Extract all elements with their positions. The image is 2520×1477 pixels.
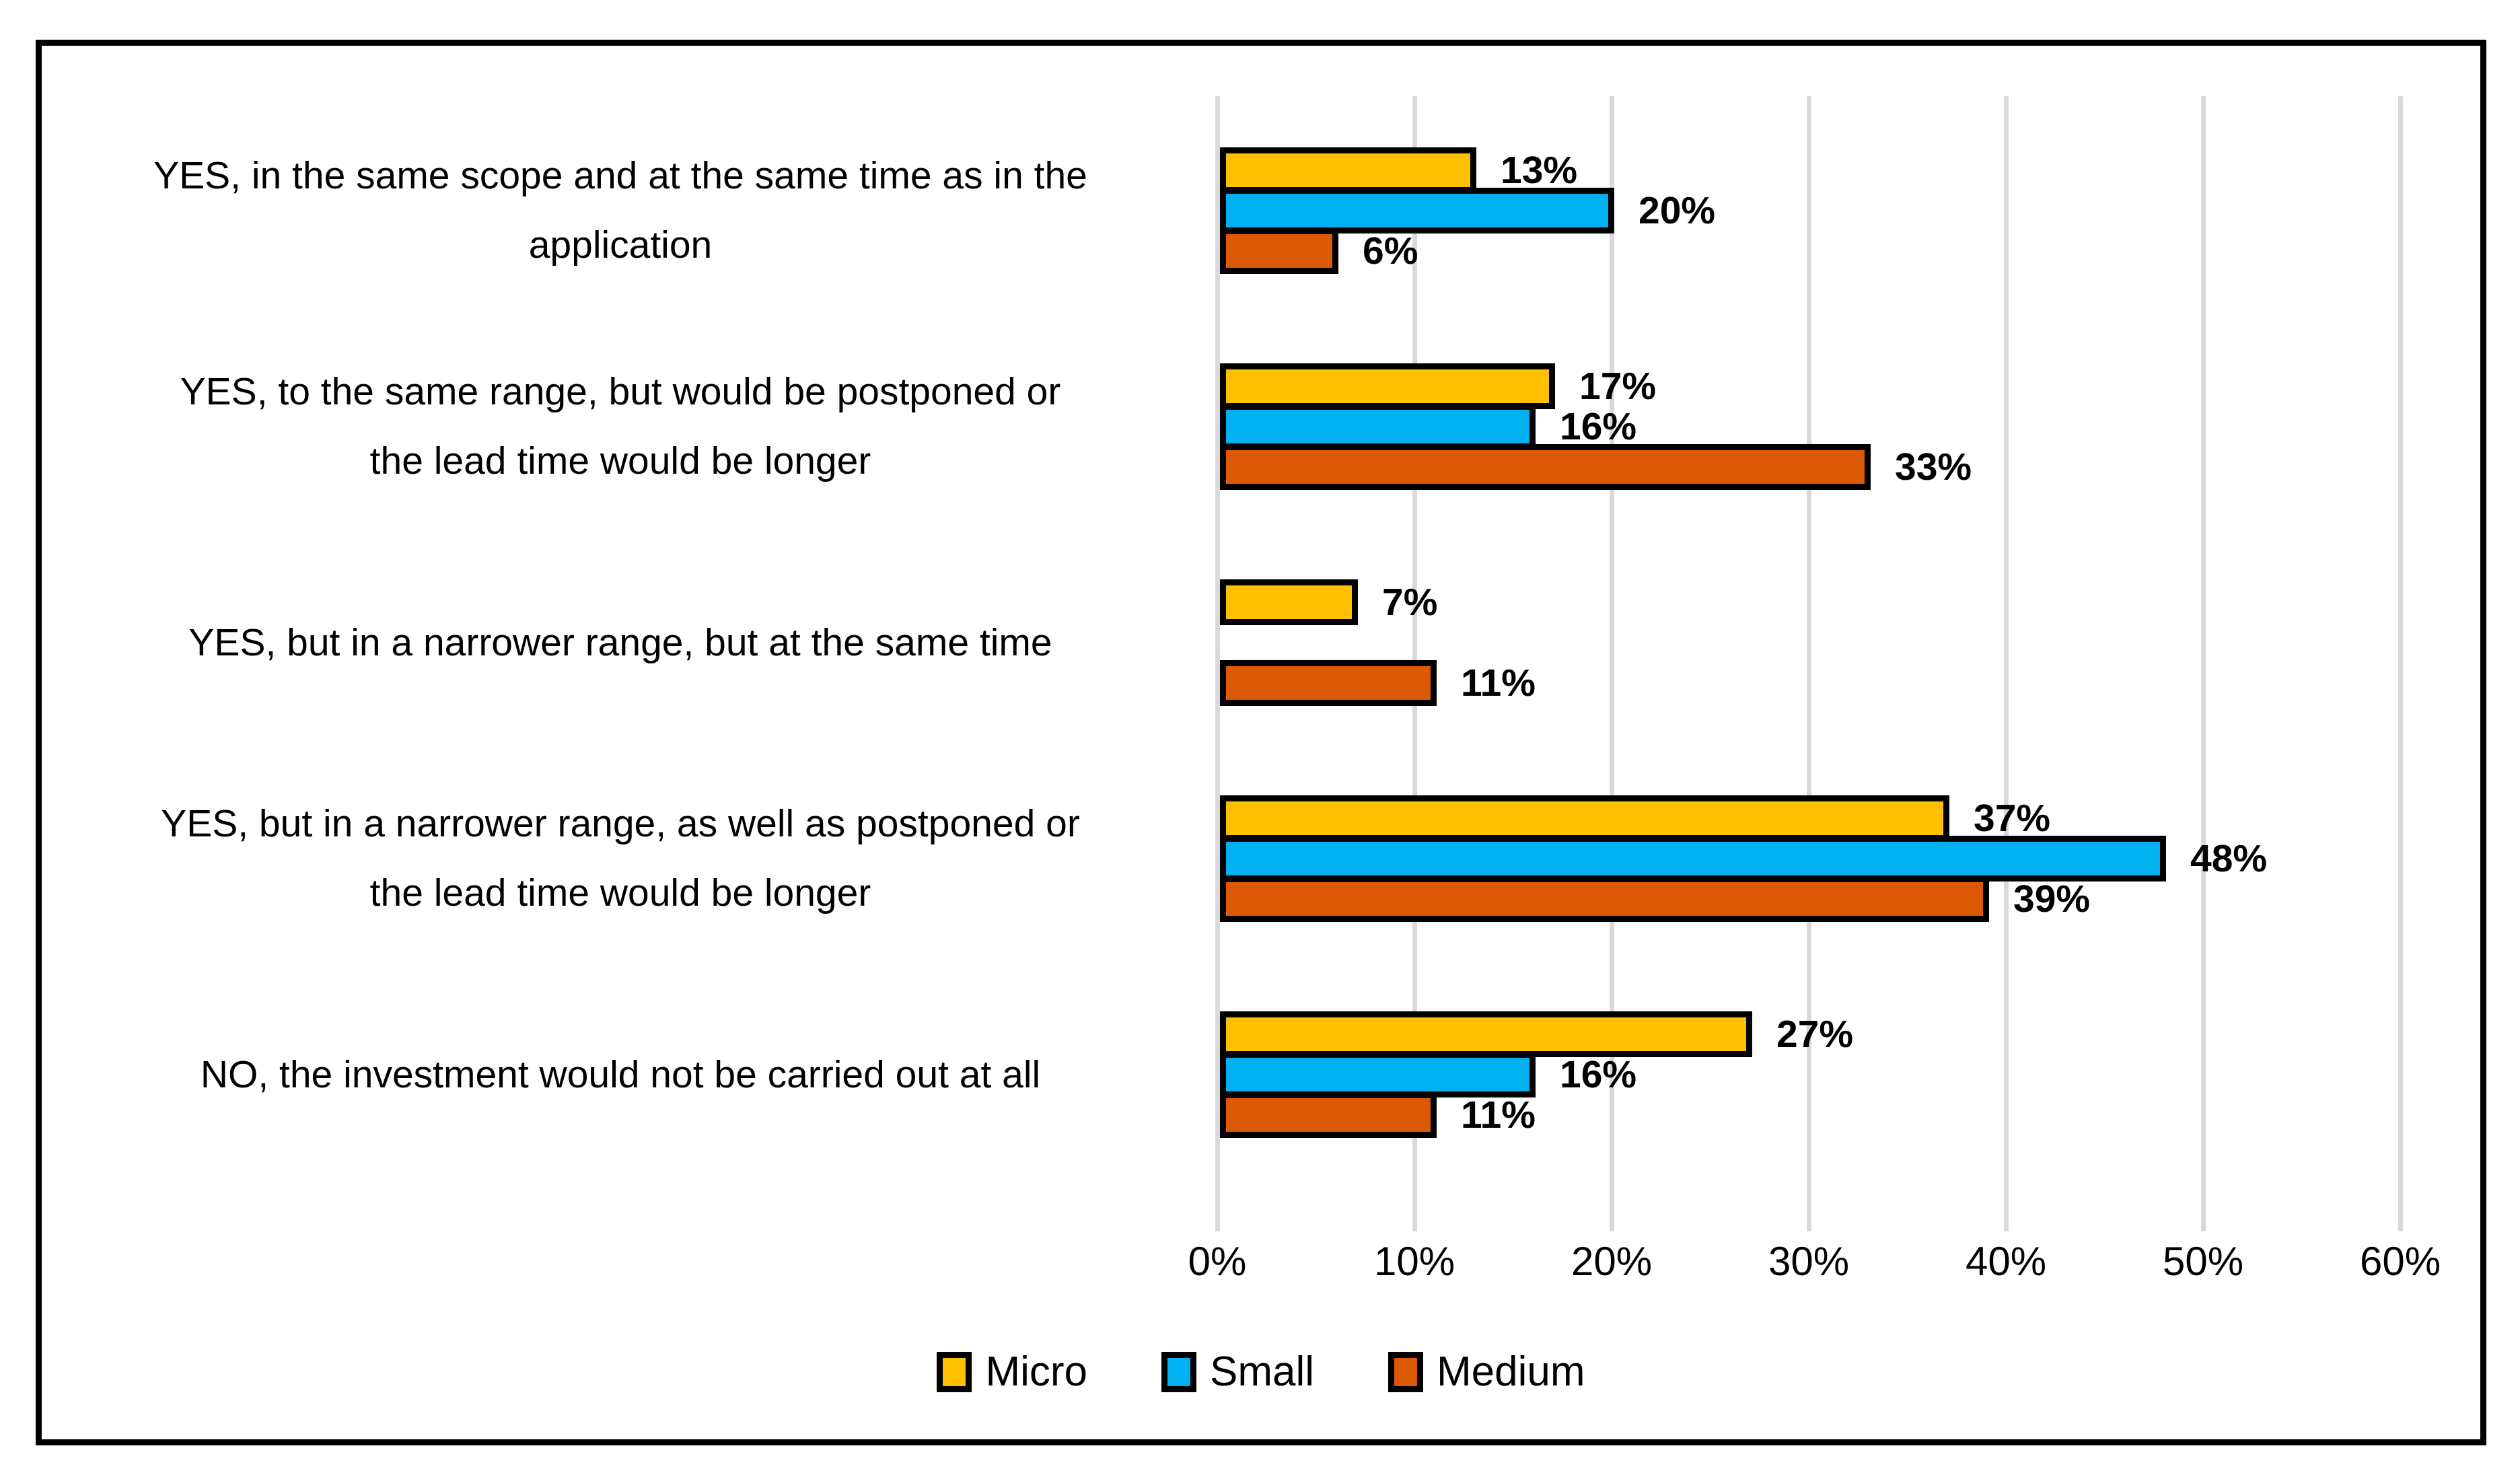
bar-medium-3 [1220,660,1437,706]
bar-value-label: 39% [2013,877,2091,921]
category-label: YES, in the same scope and at the same t… [153,154,1087,266]
bar-medium-5 [1220,1092,1437,1138]
gridline [2201,96,2206,1231]
category-label: YES, to the same range, but would be pos… [180,370,1061,482]
bar-value-label: 37% [1974,797,2051,840]
bar-medium-2 [1220,444,1871,490]
category-label: YES, but in a narrower range, as well as… [161,802,1080,914]
bar-value-label: 16% [1560,1053,1637,1096]
chart-frame: YES, in the same scope and at the same t… [36,40,2486,1445]
legend-label: Small [1210,1348,1315,1395]
x-tick-label: 50% [2162,1239,2244,1284]
legend-swatch-medium [1388,1351,1424,1392]
gridline [1610,96,1614,1231]
legend-item-small: Small [1161,1348,1314,1396]
x-tick-label: 30% [1768,1239,1850,1284]
bar-micro-4 [1220,795,1949,841]
legend-label: Micro [985,1348,1087,1395]
bar-micro-2 [1220,363,1555,409]
gridline [2398,96,2403,1231]
category-label: NO, the investment would not be carried … [200,1052,1041,1096]
bar-value-label: 6% [1363,229,1418,273]
bar-medium-4 [1220,876,1989,922]
bar-value-label: 20% [1639,189,1716,232]
bar-micro-5 [1220,1011,1752,1057]
bar-micro-3 [1220,579,1358,625]
category-label: YES, but in a narrower range, but at the… [188,620,1052,664]
bar-value-label: 13% [1501,149,1578,192]
bar-small-1 [1220,188,1614,233]
bar-small-2 [1220,404,1536,449]
legend: Micro Small Medium [42,1348,2480,1396]
legend-swatch-micro [937,1351,972,1392]
bar-micro-1 [1220,147,1476,193]
bar-value-label: 17% [1579,365,1657,408]
bar-value-label: 11% [1461,1093,1536,1137]
x-tick-label: 60% [2359,1239,2441,1284]
bar-small-5 [1220,1052,1536,1097]
bar-value-label: 27% [1776,1013,1854,1056]
bar-value-label: 7% [1382,581,1438,624]
legend-item-micro: Micro [937,1348,1087,1396]
bar-value-label: 33% [1895,445,1972,489]
bar-medium-1 [1220,228,1338,274]
legend-label: Medium [1437,1348,1585,1395]
x-tick-label: 10% [1373,1239,1455,1284]
gridline [1215,96,1220,1231]
gridline [1807,96,1811,1231]
bar-value-label: 11% [1461,661,1536,705]
x-tick-label: 40% [1965,1239,2047,1284]
x-tick-label: 20% [1571,1239,1653,1284]
legend-swatch-small [1161,1351,1196,1392]
bar-value-label: 48% [2190,837,2268,880]
bar-value-label: 16% [1560,405,1637,448]
gridline [2004,96,2009,1231]
x-tick-label: 0% [1188,1239,1247,1284]
bar-small-4 [1220,836,2166,881]
legend-item-medium: Medium [1388,1348,1585,1396]
